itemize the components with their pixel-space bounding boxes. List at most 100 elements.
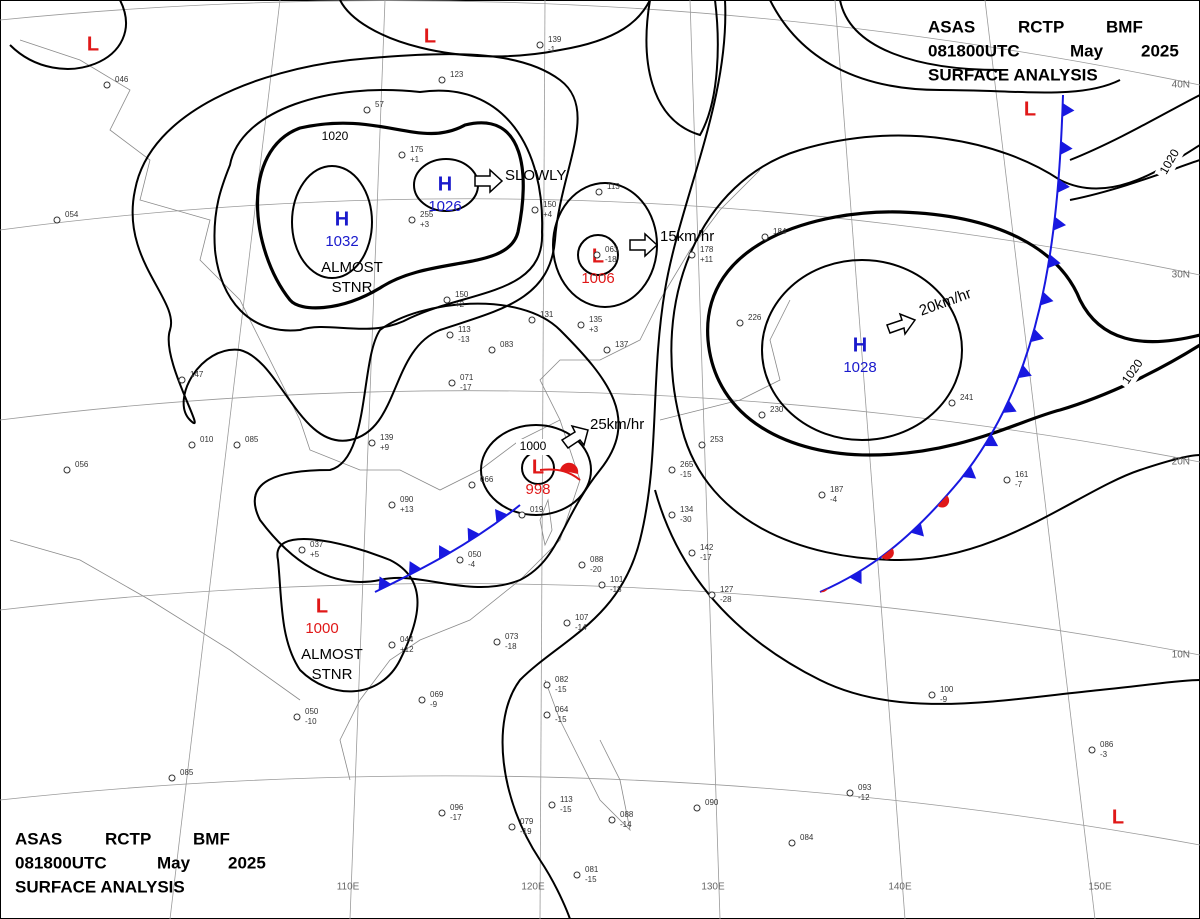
station-pressure: 088 — [620, 810, 634, 819]
station-pressure: 083 — [500, 340, 514, 349]
station-marker — [408, 216, 416, 224]
station-marker — [688, 549, 696, 557]
station-tendency: +2 — [455, 300, 465, 309]
station-marker — [573, 871, 581, 879]
isobar-label-bg — [318, 129, 352, 145]
isobar — [645, 0, 719, 137]
station-marker — [293, 713, 301, 721]
isobar — [480, 424, 592, 516]
station-pressure: 57 — [375, 100, 384, 109]
isobar — [255, 121, 525, 310]
station-tendency: -17 — [450, 813, 462, 822]
cold-front-symbol — [1018, 364, 1032, 379]
station-pressure: 150 — [543, 200, 557, 209]
pressure-center-letter: L — [532, 456, 544, 478]
station-tendency: -15 — [555, 715, 567, 724]
station-marker — [948, 399, 956, 407]
station-pressure: 081 — [585, 865, 599, 874]
station-tendency: -9 — [430, 700, 438, 709]
station-tendency: -18 — [610, 585, 622, 594]
station-pressure: 063 — [605, 245, 619, 254]
cold-front-symbol — [438, 545, 452, 560]
motion-arrows — [474, 168, 917, 450]
station-marker — [761, 233, 769, 241]
coastline — [19, 39, 761, 491]
motion-label: SLOWLY — [505, 167, 566, 184]
station-marker — [788, 839, 796, 847]
station-pressure: 050 — [468, 550, 482, 559]
header-text: ASAS — [928, 17, 975, 36]
meridian — [689, 0, 721, 919]
motion-arrow — [474, 168, 504, 194]
pressure-value: 1028 — [843, 359, 876, 376]
station-pressure: 253 — [710, 435, 724, 444]
pressure-value: 1032 — [325, 233, 358, 250]
station-marker — [593, 251, 601, 259]
station-tendency: -18 — [505, 642, 517, 651]
station-tendency: -18 — [605, 255, 617, 264]
station-marker — [818, 491, 826, 499]
station-pressure: 079 — [520, 817, 534, 826]
station-pressure: 113 — [458, 325, 471, 334]
station-marker — [736, 319, 744, 327]
longitude-label: 140E — [888, 882, 912, 893]
header-text: SURFACE ANALYSIS — [928, 65, 1098, 84]
station-marker — [708, 591, 716, 599]
station-marker — [668, 466, 676, 474]
station-marker — [536, 41, 544, 49]
station-tendency: +9 — [380, 443, 390, 452]
station-tendency: -13 — [458, 335, 470, 344]
isobar — [577, 234, 619, 276]
header-text: BMF — [1106, 17, 1143, 36]
station-marker — [603, 346, 611, 354]
station-marker — [1088, 746, 1096, 754]
header-text: 2025 — [1141, 41, 1179, 60]
cold-front-symbol — [962, 465, 977, 479]
station-pressure: 107 — [575, 613, 589, 622]
station-tendency: -19 — [520, 827, 532, 836]
station-pressure: 113 — [607, 182, 620, 191]
header-text: RCTP — [1018, 17, 1064, 36]
station-pressure: 161 — [1015, 470, 1029, 479]
station-marker — [846, 789, 854, 797]
station-pressure: 019 — [530, 505, 544, 514]
warm-front — [539, 468, 581, 481]
fronts — [374, 94, 1075, 593]
latitude-label: 30N — [1172, 270, 1190, 281]
station-pressure: 147 — [190, 370, 204, 379]
station-marker — [488, 346, 496, 354]
station-tendency: -14 — [620, 820, 632, 829]
isobar — [9, 0, 127, 70]
station-tendency: -17 — [460, 383, 472, 392]
station-marker — [438, 809, 446, 817]
latitude-label: 10N — [1172, 650, 1190, 661]
station-tendency: -4 — [830, 495, 838, 504]
pressure-center-letter: L — [316, 595, 328, 617]
station-marker — [448, 379, 456, 387]
station-marker — [53, 216, 61, 224]
station-pressure: 187 — [830, 485, 844, 494]
station-tendency: -15 — [585, 875, 597, 884]
parallel — [0, 775, 1200, 846]
isobar — [501, 0, 727, 919]
coastline — [9, 539, 301, 701]
station-marker — [528, 316, 536, 324]
station-tendency: +5 — [310, 550, 320, 559]
station-pressure: 082 — [555, 675, 569, 684]
station-pressure: 084 — [800, 833, 814, 842]
meridian — [539, 0, 546, 919]
isobar — [253, 302, 620, 588]
station-marker — [548, 801, 556, 809]
cold-front-symbol — [378, 576, 392, 591]
parallel — [0, 390, 1200, 463]
station-tendency: -4 — [468, 560, 476, 569]
station-pressure: 090 — [705, 798, 719, 807]
station-tendency: -10 — [305, 717, 317, 726]
longitude-label: 150E — [1088, 882, 1112, 893]
latitude-label: 20N — [1172, 457, 1190, 468]
motion-arrow — [886, 312, 917, 336]
station-pressure: 010 — [200, 435, 214, 444]
cold-front-symbol — [1002, 400, 1017, 413]
station-pressure: 073 — [505, 632, 519, 641]
